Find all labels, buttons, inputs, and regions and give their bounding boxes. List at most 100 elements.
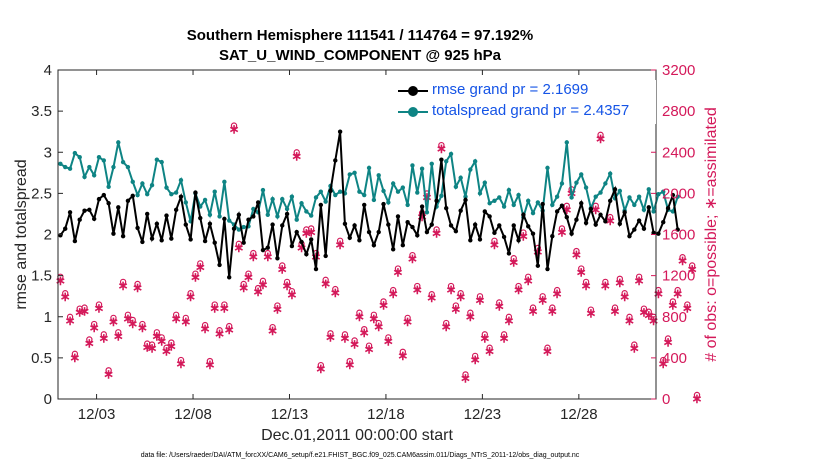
obs-assimilated-point: ∗ [344,357,355,372]
rmse-point [366,229,372,235]
totalspread-point [294,217,299,222]
rmse-point [251,214,256,219]
obs-possible-point [452,302,460,309]
totalspread-point [574,180,579,185]
obs-assimilated-point: ∗ [388,286,399,301]
obs-possible-point [640,305,648,312]
obs-assimilated-point: ∗ [407,251,418,266]
obs-assimilated-point: ∗ [137,320,148,335]
obs-possible-point [476,293,484,300]
totalspread-point [130,179,135,185]
rmse-point [125,198,131,203]
obs-assimilated-point: ∗ [277,261,288,276]
totalspread-point [497,195,502,200]
obs-assimilated-point: ∗ [89,320,100,335]
totalspread-point [598,190,603,195]
obs-possible-point [389,286,397,294]
obs-assimilated-point: ∗ [513,282,524,297]
obs-possible-point [481,331,488,338]
rmse-point [661,219,666,225]
rmse-point [323,253,328,259]
rmse-point [521,212,526,217]
totalspread-point [106,184,111,189]
obs-possible-point [539,293,546,300]
obs-assimilated-point: ∗ [653,286,664,301]
obs-assimilated-point: ∗ [475,292,486,307]
rmse-point [492,230,497,236]
obs-possible-point [81,304,88,311]
obs-possible-point [558,225,566,232]
totalspread-point [419,166,425,171]
rmse-point [622,210,627,215]
totalspread-point [381,188,386,194]
totalspread-point [91,173,97,178]
totalspread-point [550,202,555,208]
obs-assimilated-point: ∗ [590,202,601,217]
obs-possible-point [496,299,503,306]
obs-possible-point [626,313,633,321]
rmse-point [58,233,63,238]
rmse-point [72,238,78,244]
obs-assimilated-point: ∗ [682,301,693,316]
rmse-point [173,207,179,213]
rmse-point [540,201,545,207]
rmse-point [463,197,468,203]
rmse-point [362,202,367,208]
rmse-point [222,216,227,222]
obs-possible-point [172,311,180,319]
obs-possible-point [216,327,223,334]
obs-possible-point [660,356,667,364]
obs-assimilated-point: ∗ [460,370,471,385]
totalspread-point [607,171,613,176]
obs-assimilated-point: ∗ [94,301,105,316]
rmse-point [333,158,338,163]
obs-possible-point [346,357,353,365]
obs-assimilated-point: ∗ [595,131,606,146]
obs-possible-point [563,202,570,210]
obs-assimilated-point: ∗ [122,311,133,326]
obs-assimilated-point: ∗ [600,278,611,293]
obs-assimilated-point: ∗ [547,304,558,319]
obs-possible-point [317,361,325,369]
obs-assimilated-point: ∗ [65,313,76,328]
totalspread-point [405,202,410,208]
obs-assimilated-point: ∗ [320,276,331,291]
y-right-tick-label: 1600 [662,227,695,244]
rmse-point [511,223,516,228]
rmse-point [91,216,97,222]
totalspread-point [526,198,531,203]
rmse-point [376,229,381,235]
obs-assimilated-point: ∗ [417,209,428,224]
obs-assimilated-point: ∗ [166,339,177,354]
totalspread-point [318,189,324,194]
rmse-series-layer [58,129,680,280]
obs-assimilated-point: ∗ [667,297,678,312]
obs-assimilated-point: ∗ [286,287,297,302]
x-tick-label: 12/03 [78,406,116,423]
totalspread-point [222,179,227,185]
rmse-point [217,262,222,268]
obs-possible-point [163,344,170,351]
obs-possible-point [587,306,595,313]
obs-assimilated-point: ∗ [624,313,635,328]
totalspread-point [323,199,328,204]
obs-possible-point [254,284,262,292]
obs-assimilated-point: ∗ [528,304,539,319]
totalspread-point [289,194,295,199]
rmse-point [598,212,603,217]
obs-possible-point [336,237,344,244]
obs-possible-point [177,356,185,364]
obs-assimilated-point: ∗ [489,237,500,252]
obs-possible-point [433,226,440,233]
totalspread-point [308,213,314,218]
axes-layer: 0 0.5 1 1.5 2 2.5 3 3.5 4 0 400 800 1200 1600 2000 2400… [13,62,720,444]
obs-assimilated-point: ∗ [127,316,138,331]
totalspread-point [67,166,73,171]
obs-assimilated-point: ∗ [142,340,153,355]
obs-assimilated-point: ∗ [108,314,119,329]
y-right-tick-label: 2000 [662,185,695,202]
obs-possible-point [158,334,165,341]
rmse-point [526,224,531,229]
y-right-tick-label: 3200 [662,62,695,79]
rmse-point [395,214,401,219]
